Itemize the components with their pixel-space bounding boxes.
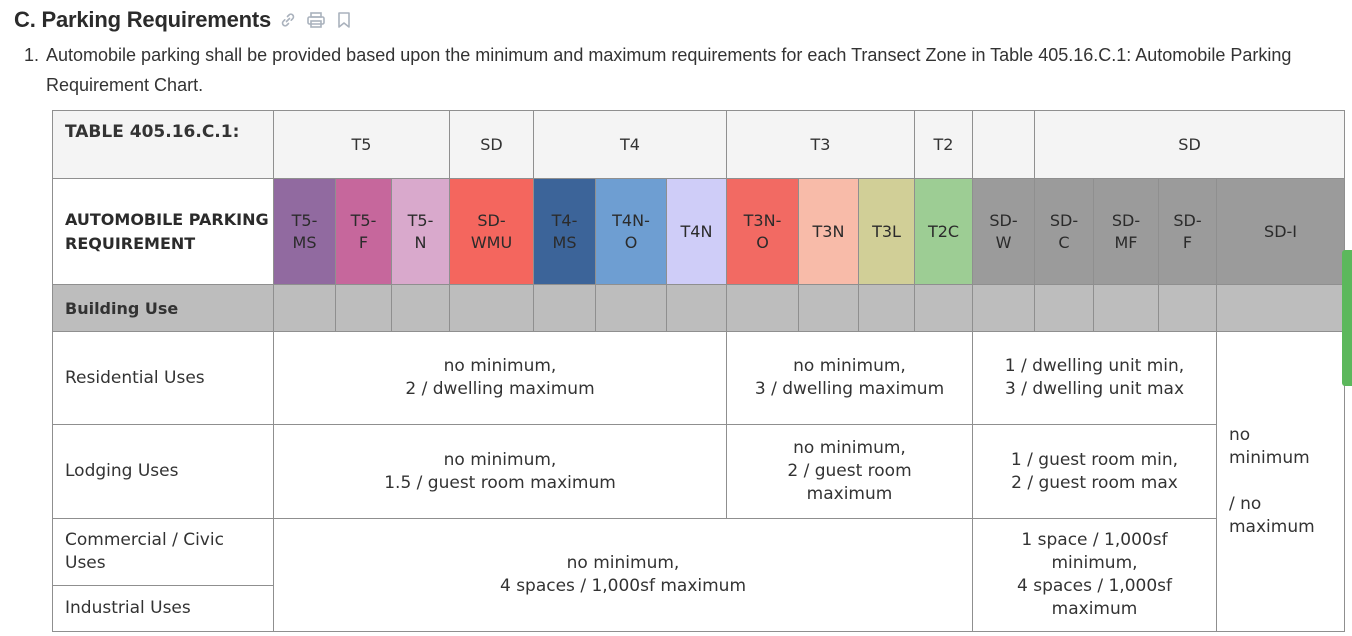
building-use-cell <box>914 284 973 332</box>
building-use-cell <box>391 284 450 332</box>
zone-group-t4: T4 <box>533 110 727 179</box>
table-title: AUTOMOBILE PARKING REQUIREMENT <box>52 178 274 285</box>
zone-t4n-o: T4N- O <box>595 178 667 285</box>
residential-t3-t2: no minimum, 3 / dwelling maximum <box>726 331 973 425</box>
building-use-cell <box>595 284 667 332</box>
building-use-cell <box>666 284 727 332</box>
zone-sd-wmu: SD- WMU <box>449 178 534 285</box>
building-use-cell <box>1093 284 1159 332</box>
section-title: C. Parking Requirements <box>14 7 272 32</box>
zone-t5-f: T5- F <box>335 178 392 285</box>
print-icon[interactable] <box>305 9 327 31</box>
heading-icon-group <box>277 9 355 31</box>
commercial-industrial-sd: 1 space / 1,000sf minimum, 4 spaces / 1,00… <box>972 518 1217 632</box>
zone-t4n: T4N <box>666 178 727 285</box>
bookmark-icon[interactable] <box>333 9 355 31</box>
building-use-cell <box>1215 284 1346 332</box>
commercial-row: Commercial / Civic Uses no minimum, 4 spac… <box>52 518 1345 632</box>
building-use-cell <box>858 284 915 332</box>
paragraph-text: Automobile parking shall be provided bas… <box>46 45 1292 95</box>
lodging-sd: 1 / guest room min, 2 / guest room max <box>972 424 1217 519</box>
zone-t3l: T3L <box>858 178 915 285</box>
paragraph-1: 1. Automobile parking shall be provided … <box>24 40 1344 100</box>
zone-sd-w: SD- W <box>972 178 1035 285</box>
building-use-row: Building Use <box>52 284 1346 332</box>
zone-t3n: T3N <box>798 178 859 285</box>
building-use-cell <box>533 284 596 332</box>
zone-t4-ms: T4- MS <box>533 178 596 285</box>
sd-i-requirement: no minimum / no maximum <box>1215 331 1346 632</box>
zone-t5-ms: T5- MS <box>273 178 336 285</box>
building-use-cell <box>273 284 336 332</box>
building-use-label: Building Use <box>52 284 274 332</box>
building-use-cell <box>1034 284 1094 332</box>
industrial-row: Industrial Uses <box>52 585 1345 632</box>
zone-group-t5: T5 <box>273 110 450 179</box>
commercial-industrial-t-zones: no minimum, 4 spaces / 1,000sf maximum <box>273 518 973 632</box>
building-use-cell <box>335 284 392 332</box>
building-use-cell <box>1158 284 1217 332</box>
zone-group-t2: T2 <box>914 110 973 179</box>
zone-t2c: T2C <box>914 178 973 285</box>
residential-row: Residential Uses no minimum, 2 / dwelling… <box>52 331 1346 632</box>
lodging-row: Lodging Uses no minimum, 1.5 / guest room… <box>52 424 1345 519</box>
parking-requirement-table: TABLE 405.16.C.1: T5 SD T4 T3 T2 SD AUTO… <box>52 110 1346 632</box>
lodging-t3-t2: no minimum, 2 / guest room maximum <box>726 424 973 519</box>
building-use-cell <box>972 284 1035 332</box>
zone-t3n-o: T3N- O <box>726 178 799 285</box>
zone-group-sd-wmu: SD <box>449 110 534 179</box>
zone-sd-c: SD- C <box>1034 178 1094 285</box>
lodging-label: Lodging Uses <box>52 424 274 519</box>
zone-sd-mf: SD- MF <box>1093 178 1159 285</box>
residential-sd: 1 / dwelling unit min, 3 / dwelling unit … <box>972 331 1217 425</box>
residential-t5-t4: no minimum, 2 / dwelling maximum <box>273 331 727 425</box>
link-icon[interactable] <box>277 9 299 31</box>
zone-group-row: TABLE 405.16.C.1: T5 SD T4 T3 T2 SD <box>52 110 1346 179</box>
zone-group-t3: T3 <box>726 110 915 179</box>
building-use-cell <box>726 284 799 332</box>
zone-sd-i: SD-I <box>1215 178 1346 285</box>
paragraph-number: 1. <box>24 45 40 65</box>
zone-code-row: AUTOMOBILE PARKING REQUIREMENT T5- MS T5-… <box>52 178 1346 285</box>
commercial-label: Commercial / Civic Uses <box>52 518 274 586</box>
zone-group-blank <box>972 110 1035 179</box>
zone-sd-f: SD- F <box>1158 178 1217 285</box>
industrial-label: Industrial Uses <box>52 585 274 632</box>
scrollbar-thumb[interactable] <box>1342 250 1352 386</box>
table-label: TABLE 405.16.C.1: <box>52 110 274 179</box>
lodging-t5-t4: no minimum, 1.5 / guest room maximum <box>273 424 727 519</box>
section-heading: C. Parking Requirements <box>14 6 355 34</box>
building-use-cell <box>449 284 534 332</box>
building-use-cell <box>798 284 859 332</box>
residential-label: Residential Uses <box>52 331 274 425</box>
zone-group-sd: SD <box>1033 110 1346 179</box>
zone-t5-n: T5- N <box>391 178 450 285</box>
